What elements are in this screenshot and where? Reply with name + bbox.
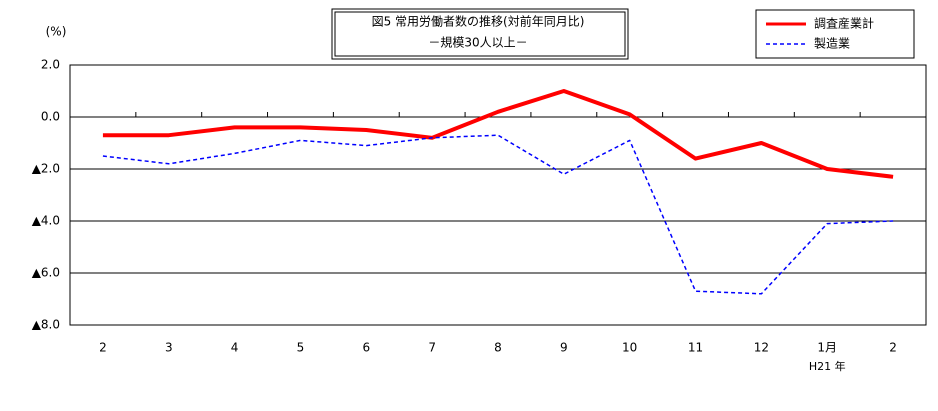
title-box-inner <box>334 11 626 57</box>
chart-title: 図5 常用労働者数の推移(対前年同月比) <box>372 14 585 29</box>
y-tick-label: ▲6.0 <box>32 266 60 280</box>
x-tick-label: 7 <box>428 341 436 355</box>
legend-label: 製造業 <box>814 37 850 51</box>
x-tick-label: 6 <box>362 341 370 355</box>
x-note: H21 年 <box>809 359 846 373</box>
x-tick-label: 4 <box>231 341 239 355</box>
x-tick-label: 2 <box>99 341 107 355</box>
y-tick-label: 2.0 <box>41 58 60 72</box>
x-tick-label: 10 <box>622 341 637 355</box>
series-line <box>102 134 894 295</box>
x-tick-label: 9 <box>560 341 568 355</box>
x-tick-label: 5 <box>297 341 305 355</box>
legend-box <box>755 9 915 59</box>
x-tick-label: 12 <box>754 341 769 355</box>
x-tick-label: 8 <box>494 341 502 355</box>
series-line <box>102 89 894 179</box>
y-tick-label: 0.0 <box>41 110 60 124</box>
y-unit: (%) <box>46 25 67 39</box>
y-tick-label: ▲8.0 <box>32 318 60 332</box>
x-tick-label: 2 <box>889 341 897 355</box>
x-tick-label: 1月 <box>817 341 837 355</box>
x-tick-label: 11 <box>688 341 703 355</box>
x-tick-label: 3 <box>165 341 173 355</box>
y-tick-label: ▲2.0 <box>32 162 60 176</box>
chart-subtitle: －規模30人以上－ <box>428 35 527 50</box>
y-tick-label: ▲4.0 <box>32 214 60 228</box>
title-box <box>331 8 629 60</box>
legend-label: 調査産業計 <box>814 16 874 31</box>
